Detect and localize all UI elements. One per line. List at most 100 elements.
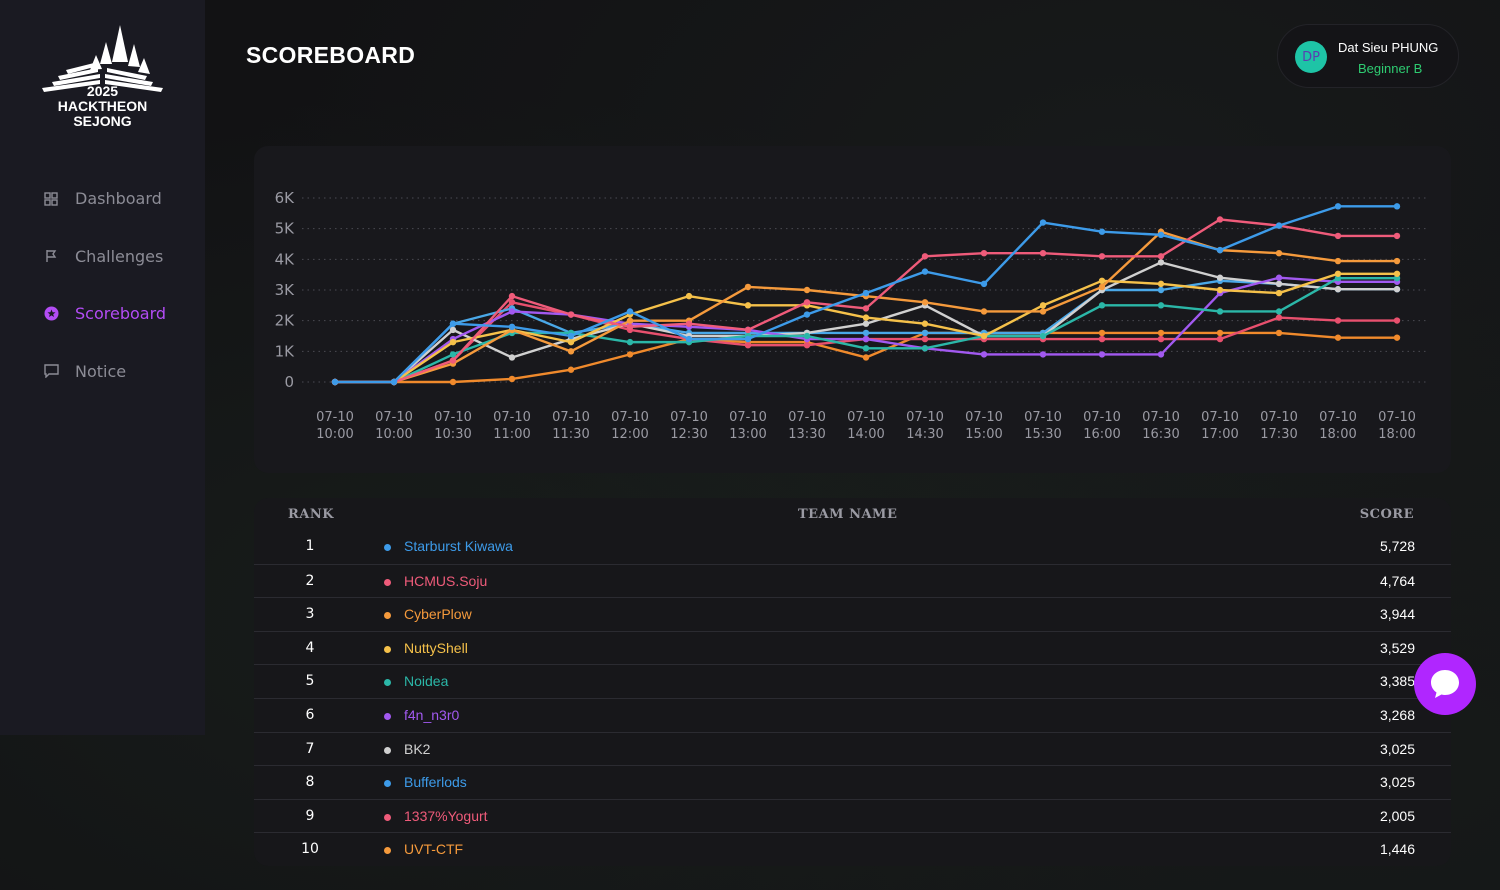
series-point[interactable] bbox=[1275, 289, 1283, 297]
series-point[interactable] bbox=[1098, 283, 1106, 291]
series-point[interactable] bbox=[1216, 335, 1224, 343]
table-row[interactable]: 7 BK2 3,025 bbox=[254, 731, 1451, 766]
table-row[interactable]: 2 HCMUS.Soju 4,764 bbox=[254, 563, 1451, 598]
series-point[interactable] bbox=[1098, 329, 1106, 337]
series-point[interactable] bbox=[1157, 253, 1165, 260]
series-point[interactable] bbox=[508, 299, 516, 306]
series-point[interactable] bbox=[803, 342, 811, 349]
table-row[interactable]: 6 f4n_n3r0 3,268 bbox=[254, 697, 1451, 732]
series-point[interactable] bbox=[1393, 334, 1401, 341]
series-point[interactable] bbox=[862, 289, 870, 297]
series-point[interactable] bbox=[331, 378, 339, 386]
series-point[interactable] bbox=[567, 338, 575, 346]
series-point[interactable] bbox=[626, 323, 634, 330]
series-point[interactable] bbox=[508, 308, 516, 315]
series-point[interactable] bbox=[744, 283, 752, 291]
series-point[interactable] bbox=[508, 323, 516, 330]
series-point[interactable] bbox=[685, 320, 693, 327]
series-point[interactable] bbox=[803, 332, 811, 340]
series-point[interactable] bbox=[980, 250, 988, 257]
series-point[interactable] bbox=[980, 351, 988, 358]
series-point[interactable] bbox=[1393, 203, 1401, 210]
series-point[interactable] bbox=[921, 268, 929, 275]
series-point[interactable] bbox=[449, 351, 457, 358]
series-point[interactable] bbox=[1393, 270, 1401, 277]
series-point[interactable] bbox=[508, 354, 516, 361]
series-point[interactable] bbox=[1157, 351, 1165, 358]
series-point[interactable] bbox=[1216, 329, 1224, 337]
series-point[interactable] bbox=[1334, 274, 1342, 282]
series-point[interactable] bbox=[980, 280, 988, 288]
series-point[interactable] bbox=[1098, 253, 1106, 260]
series-point[interactable] bbox=[1157, 329, 1165, 337]
table-row[interactable]: 4 NuttyShell 3,529 bbox=[254, 630, 1451, 665]
series-point[interactable] bbox=[803, 311, 811, 318]
series-point[interactable] bbox=[1216, 246, 1224, 254]
team-name-cell[interactable]: BK2 bbox=[404, 740, 431, 757]
series-point[interactable] bbox=[1039, 308, 1047, 315]
series-point[interactable] bbox=[744, 302, 752, 309]
team-name-cell[interactable]: 1337%Yogurt bbox=[404, 807, 488, 824]
series-point[interactable] bbox=[1098, 351, 1106, 358]
series-point[interactable] bbox=[1098, 302, 1106, 309]
series-point[interactable] bbox=[1157, 231, 1165, 238]
series-point[interactable] bbox=[1393, 317, 1401, 324]
series-point[interactable] bbox=[1039, 219, 1047, 226]
series-point[interactable] bbox=[449, 378, 457, 386]
series-point[interactable] bbox=[862, 329, 870, 337]
series-point[interactable] bbox=[1334, 232, 1342, 240]
team-name-cell[interactable]: HCMUS.Soju bbox=[404, 572, 488, 589]
chat-button[interactable] bbox=[1414, 653, 1476, 715]
series-point[interactable] bbox=[803, 286, 811, 294]
table-row[interactable]: 8 Bufferlods 3,025 bbox=[254, 765, 1451, 799]
sidebar-item-scoreboard[interactable]: Scoreboard bbox=[0, 285, 205, 343]
series-point[interactable] bbox=[1157, 335, 1165, 343]
series-point[interactable] bbox=[508, 292, 516, 300]
series-point[interactable] bbox=[803, 299, 811, 306]
series-point[interactable] bbox=[1039, 351, 1047, 358]
series-point[interactable] bbox=[449, 326, 457, 334]
series-point[interactable] bbox=[1275, 329, 1283, 337]
series-point[interactable] bbox=[1334, 317, 1342, 324]
series-point[interactable] bbox=[1039, 302, 1047, 309]
series-point[interactable] bbox=[1334, 270, 1342, 277]
series-point[interactable] bbox=[862, 314, 870, 321]
series-point[interactable] bbox=[1275, 280, 1283, 288]
series-point[interactable] bbox=[744, 335, 752, 343]
series-point[interactable] bbox=[1334, 286, 1342, 293]
series-point[interactable] bbox=[567, 348, 575, 355]
series-point[interactable] bbox=[921, 345, 929, 352]
series-point[interactable] bbox=[567, 311, 575, 318]
series-point[interactable] bbox=[1157, 280, 1165, 288]
series-point[interactable] bbox=[1275, 314, 1283, 321]
series-point[interactable] bbox=[685, 335, 693, 343]
series-point[interactable] bbox=[1393, 286, 1401, 293]
team-name-cell[interactable]: CyberPlow bbox=[404, 606, 472, 623]
series-point[interactable] bbox=[626, 308, 634, 315]
table-row[interactable]: 1 Starburst Kiwawa 5,728 bbox=[254, 530, 1451, 564]
team-name-cell[interactable]: UVT-CTF bbox=[404, 841, 464, 858]
series-point[interactable] bbox=[1098, 228, 1106, 235]
series-point[interactable] bbox=[1216, 274, 1224, 281]
series-point[interactable] bbox=[921, 299, 929, 306]
table-row[interactable]: 5 Noidea 3,385 bbox=[254, 664, 1451, 698]
series-point[interactable] bbox=[862, 345, 870, 352]
series-point[interactable] bbox=[1275, 274, 1283, 281]
series-point[interactable] bbox=[744, 326, 752, 334]
series-point[interactable] bbox=[626, 317, 634, 324]
series-point[interactable] bbox=[980, 308, 988, 315]
series-point[interactable] bbox=[685, 292, 693, 300]
series-point[interactable] bbox=[921, 329, 929, 337]
series-point[interactable] bbox=[862, 335, 870, 343]
series-point[interactable] bbox=[1393, 274, 1401, 282]
team-name-cell[interactable]: Bufferlods bbox=[404, 774, 467, 791]
series-point[interactable] bbox=[862, 305, 870, 312]
series-point[interactable] bbox=[449, 320, 457, 327]
series-point[interactable] bbox=[744, 342, 752, 349]
team-name-cell[interactable]: f4n_n3r0 bbox=[404, 706, 460, 723]
table-row[interactable]: 9 1337%Yogurt 2,005 bbox=[254, 798, 1451, 833]
series-point[interactable] bbox=[1334, 257, 1342, 265]
series-point[interactable] bbox=[1275, 250, 1283, 257]
series-point[interactable] bbox=[1334, 334, 1342, 341]
series-point[interactable] bbox=[980, 332, 988, 340]
